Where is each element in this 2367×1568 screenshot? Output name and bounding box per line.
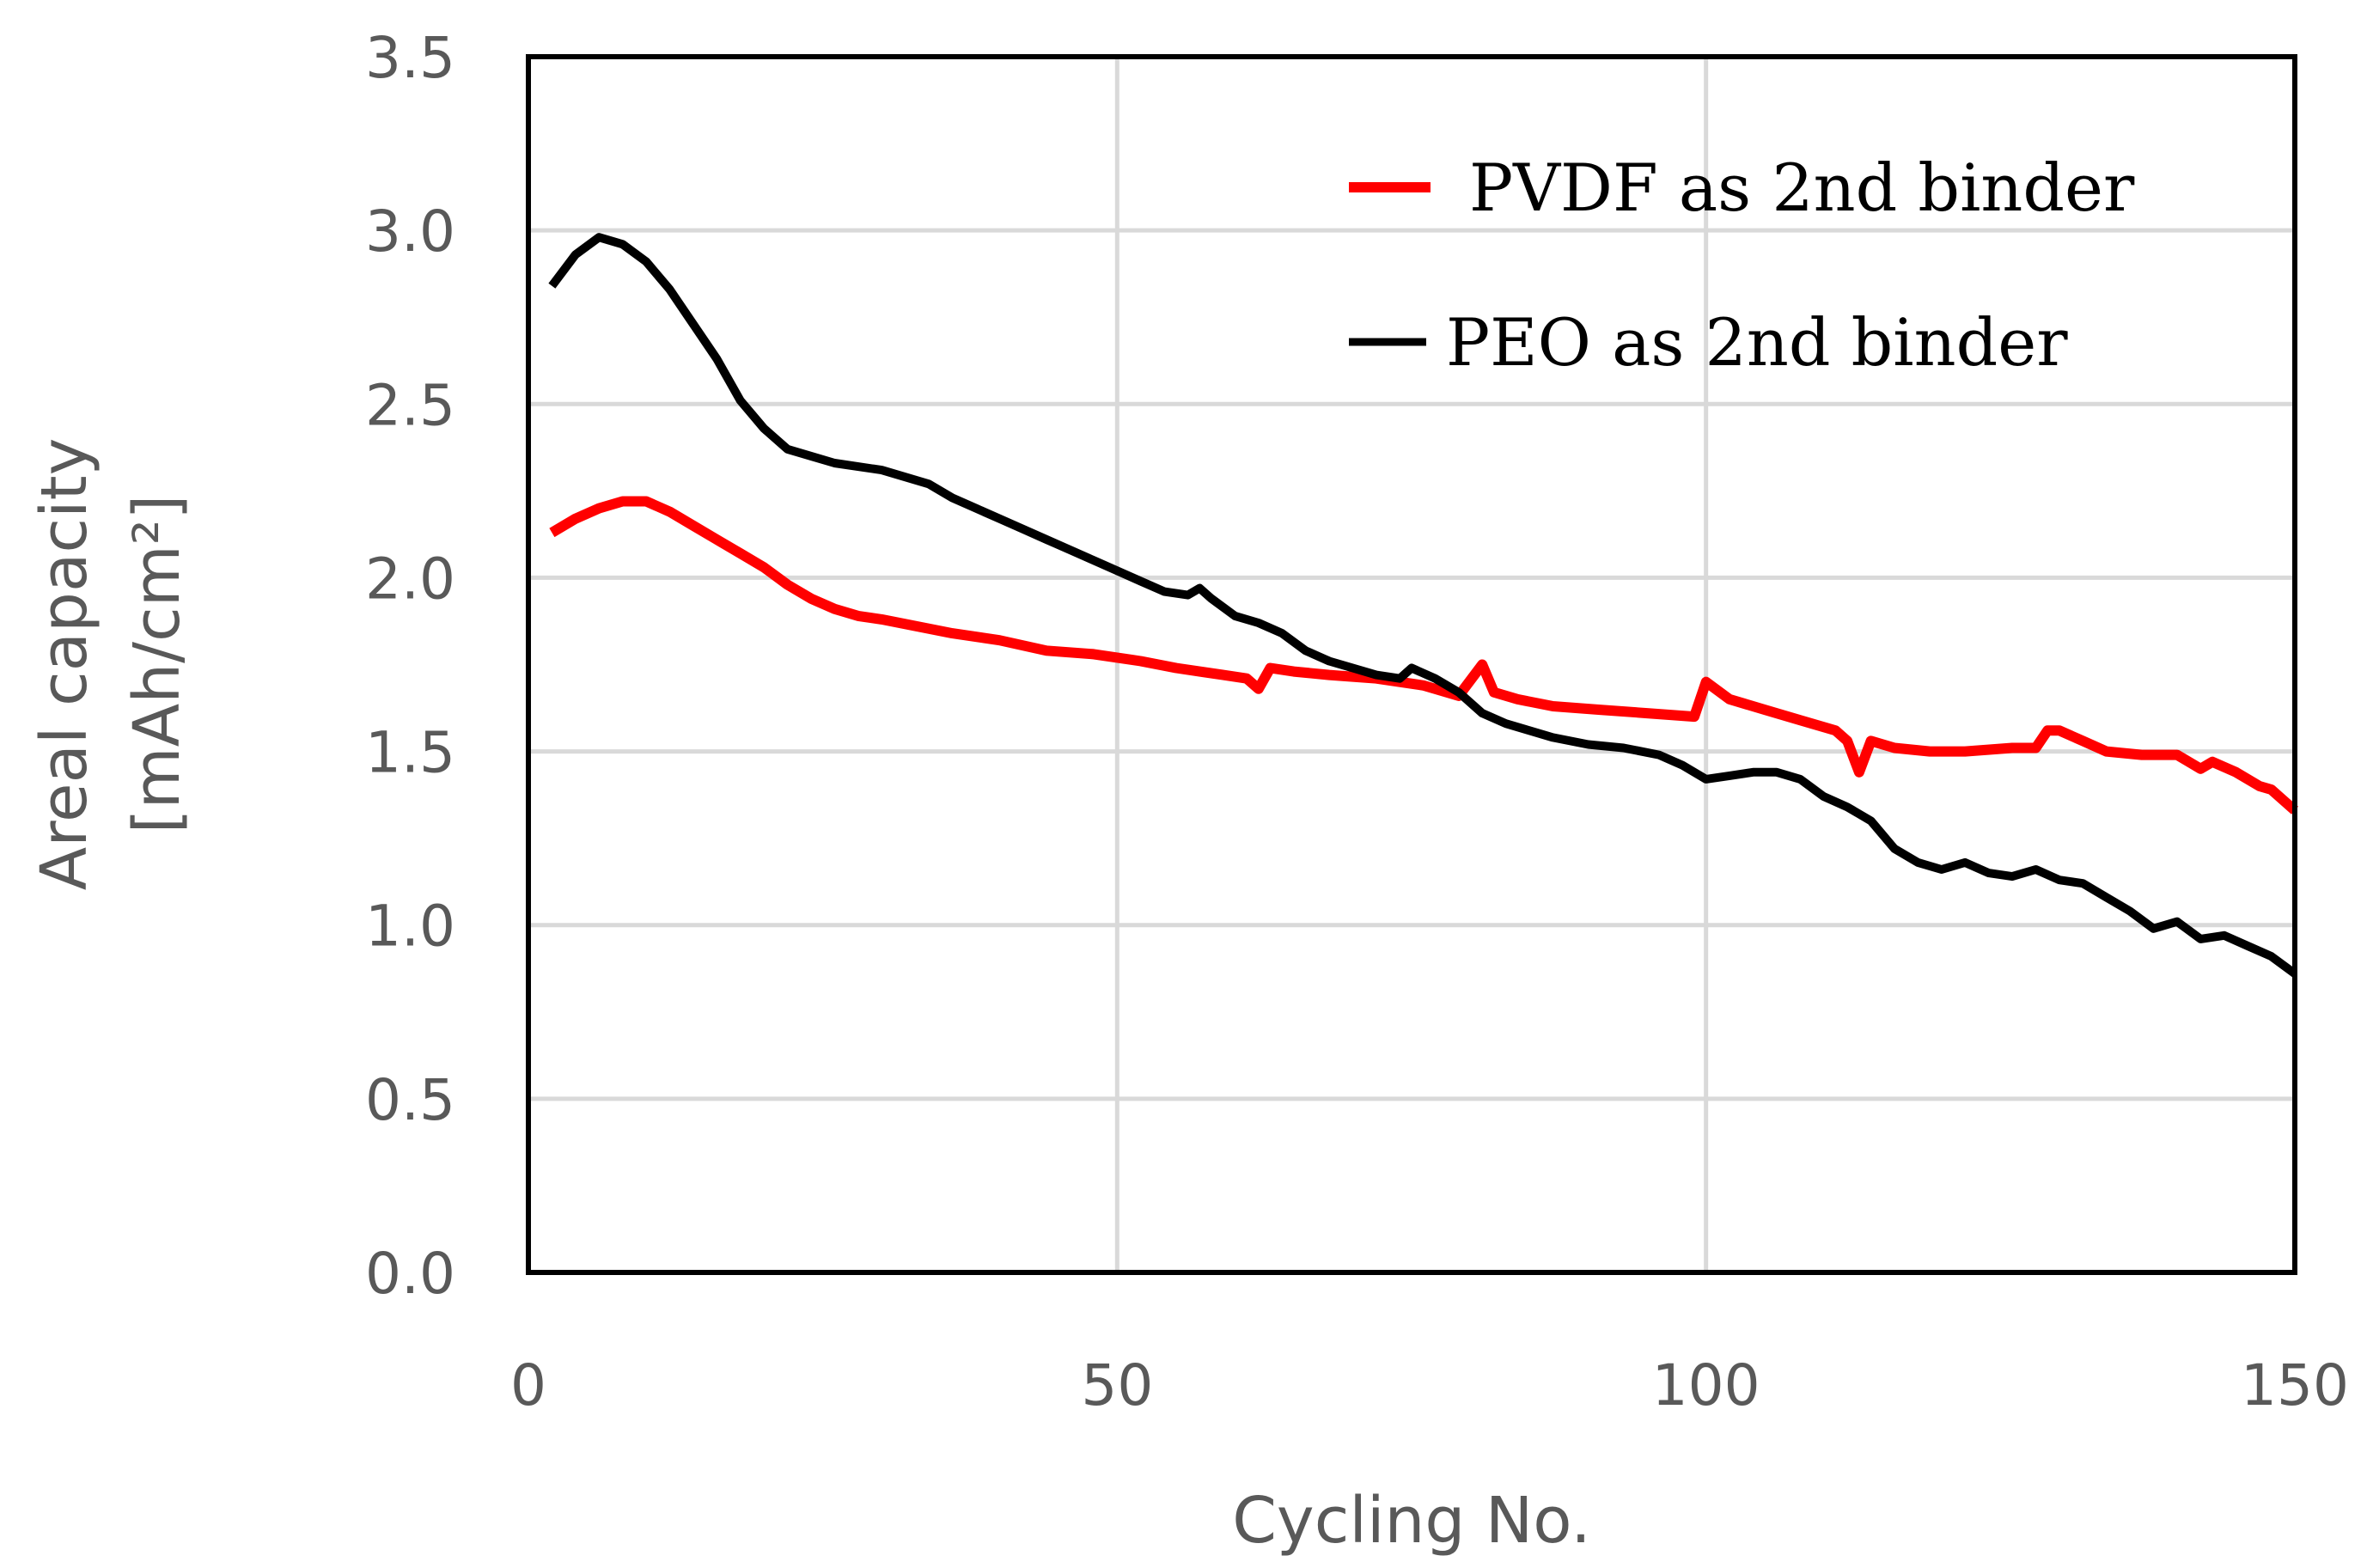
- y-tick-label: 3.0: [365, 198, 455, 265]
- legend-label-pvdf: PVDF as 2nd binder: [1469, 149, 2135, 226]
- series-line-pvdf: [549, 496, 2298, 815]
- y-tick-label: 2.0: [365, 546, 455, 612]
- plot-frame: [526, 54, 2297, 1275]
- y-axis-title-line2: [mAh/cm²]: [120, 495, 194, 834]
- x-tick-label: 100: [1652, 1352, 1760, 1419]
- series-lines: [548, 233, 2298, 978]
- y-tick-label: 0.5: [365, 1067, 455, 1133]
- y-axis-title: Areal capacity [mAh/cm²]: [27, 438, 194, 891]
- legend-label-peo: PEO as 2nd binder: [1446, 304, 2068, 381]
- series-line-peo: [548, 233, 2297, 978]
- y-tick-label: 3.5: [365, 25, 455, 91]
- y-axis-ticks: 0.0 0.5 1.0 1.5 2.0 2.5 3.0 3.5: [365, 25, 455, 1307]
- y-tick-label: 1.5: [365, 720, 455, 786]
- y-axis-title-line1: Areal capacity: [27, 438, 101, 891]
- y-tick-label: 0.0: [365, 1241, 455, 1307]
- x-tick-label: 50: [1081, 1352, 1153, 1419]
- legend: PVDF as 2nd binder PEO as 2nd binder: [1349, 149, 2135, 381]
- y-tick-label: 2.5: [365, 372, 455, 438]
- x-tick-label: 0: [510, 1352, 546, 1419]
- x-axis-ticks: 0 50 100 150: [510, 1352, 2349, 1419]
- gridlines: [528, 57, 2295, 1272]
- x-tick-label: 150: [2241, 1352, 2349, 1419]
- y-tick-label: 1.0: [365, 894, 455, 960]
- x-axis-title: Cycling No.: [1232, 1484, 1591, 1558]
